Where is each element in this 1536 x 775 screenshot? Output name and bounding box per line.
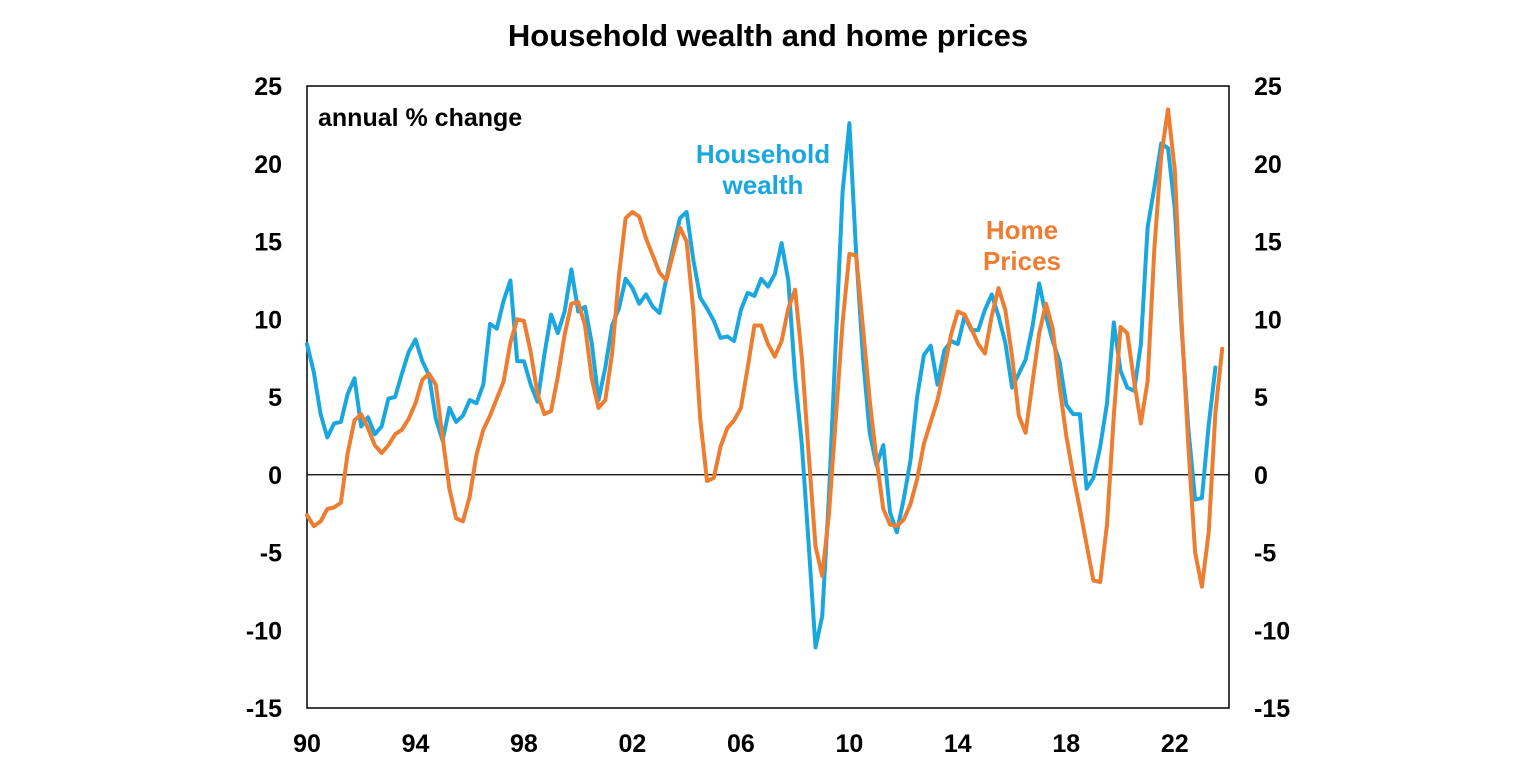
y-tick-left-6: 15 [254,229,282,257]
y-tick-left-7: 20 [254,151,282,179]
y-tick-left-3: 0 [268,462,282,490]
series-line-1 [305,107,1225,589]
y-tick-right-1: -10 [1254,617,1290,645]
y-tick-right-0: -15 [1254,695,1290,723]
series-line-0 [305,121,1218,650]
x-tick-8: 22 [1161,730,1189,758]
y-tick-right-5: 10 [1254,306,1282,334]
y-tick-right-6: 15 [1254,229,1282,257]
series-label-1-line-1: Prices [983,246,1061,276]
y-tick-right-7: 20 [1254,151,1282,179]
series-lines [305,107,1225,650]
x-tick-7: 18 [1052,730,1080,758]
y-tick-left-4: 5 [268,384,282,412]
x-tick-2: 98 [510,730,538,758]
plot-area-frame [306,85,1230,709]
annotation-annual-change: annual % change [318,104,522,132]
y-tick-left-1: -10 [246,617,282,645]
y-tick-left-0: -15 [246,695,282,723]
x-tick-6: 14 [944,730,972,758]
x-tick-0: 90 [293,730,321,758]
y-tick-left-5: 10 [254,306,282,334]
x-tick-1: 94 [402,730,430,758]
x-tick-5: 10 [835,730,863,758]
chart-title: Household wealth and home prices [507,18,1029,53]
y-tick-right-3: 0 [1254,462,1268,490]
series-label-0-line-0: Household [696,139,830,169]
y-tick-left-8: 25 [254,73,282,101]
x-axis: 90 94 98 02 06 10 14 18 22 [293,730,1189,758]
x-tick-3: 02 [619,730,647,758]
right-y-axis: -15 -10 -5 0 5 10 15 20 25 [1254,73,1290,723]
series-label-1-line-0: Home [986,215,1058,245]
y-tick-right-4: 5 [1254,384,1268,412]
left-y-axis: -15 -10 -5 0 5 10 15 20 25 [246,73,282,723]
y-tick-right-2: -5 [1254,540,1276,568]
x-tick-4: 06 [727,730,755,758]
series-label-0-line-1: wealth [722,170,804,200]
y-tick-left-2: -5 [260,540,282,568]
y-tick-right-8: 25 [1254,73,1282,101]
